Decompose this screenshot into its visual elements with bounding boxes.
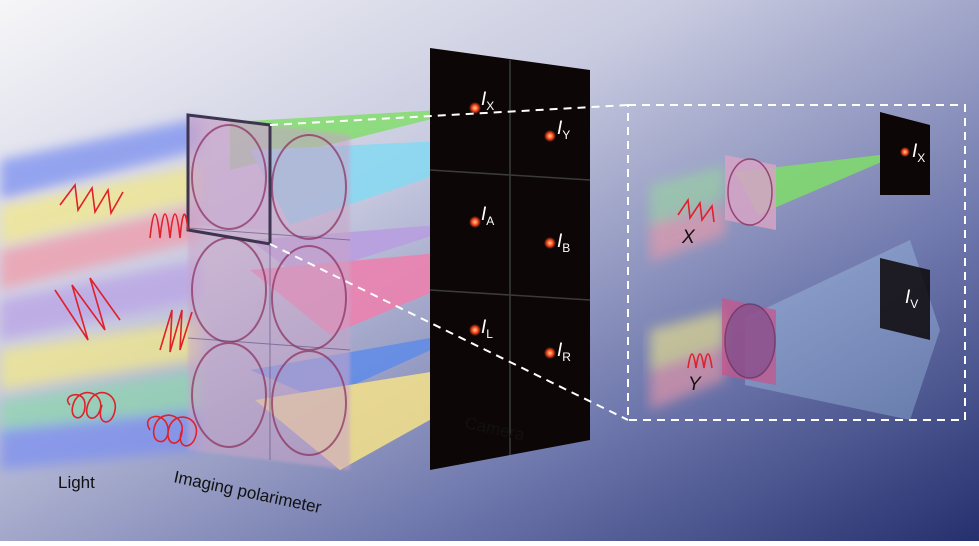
inset-x-wave-icon: [677, 197, 715, 223]
zoom-connectors: [269, 104, 966, 421]
camera-sensor: [429, 48, 591, 470]
linear-wave-icon: [59, 182, 124, 216]
spot-label-il: IL: [481, 317, 493, 341]
inset-bottom: [650, 240, 940, 420]
inset-label-x: X: [681, 227, 696, 248]
spot-label-iy: IY: [557, 118, 570, 142]
inset-label-ix: IX: [912, 141, 925, 165]
spot-label-ia: IA: [481, 204, 494, 228]
circular-wave-icon-2: [146, 414, 198, 447]
imaging-polarimeter: [186, 113, 351, 470]
inset-y-wave-icon: [687, 353, 713, 369]
antidiagonal-wave-icon: [159, 309, 193, 353]
inset-top: [650, 112, 930, 262]
vertical-wave-icon: [149, 213, 189, 239]
circular-wave-icon: [66, 391, 116, 423]
inset-label-iv: IV: [905, 287, 918, 311]
camera-spots: [469, 102, 556, 359]
spot-label-ib: IB: [557, 231, 570, 255]
diagonal-wave-icon: [54, 277, 121, 341]
polarization-waves: [54, 182, 198, 447]
spot-label-ix: IX: [481, 89, 494, 113]
label-light: Light: [58, 473, 95, 492]
inset-label-y: Y: [688, 374, 702, 395]
spot-label-ir: IR: [557, 340, 571, 364]
